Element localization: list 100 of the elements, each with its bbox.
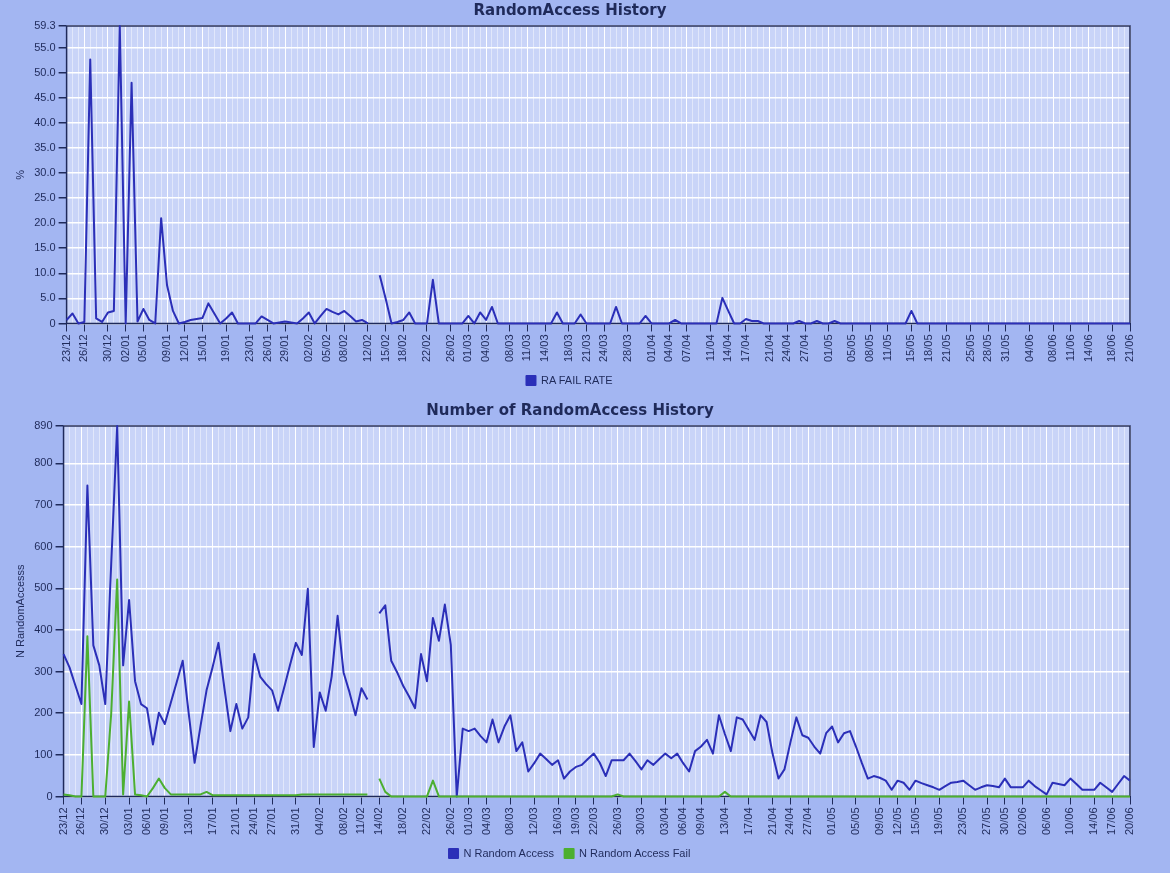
x-tick-label: 18/02 [396, 807, 409, 835]
y-tick-label: 890 [34, 419, 53, 432]
x-tick-label: 08/02 [337, 334, 350, 362]
x-tick-label: 03/01 [122, 807, 135, 835]
x-tick-label: 12/01 [177, 334, 190, 362]
x-tick-label: 14/02 [372, 807, 385, 835]
x-tick-label: 05/02 [319, 334, 332, 362]
x-tick-label: 21/01 [229, 807, 242, 835]
x-tick-label: 31/01 [288, 807, 301, 835]
x-tick-label: 05/05 [848, 807, 861, 835]
y-tick-label: 40.0 [34, 115, 56, 128]
x-tick-label: 14/04 [721, 334, 734, 362]
y-tick-label: 100 [34, 747, 53, 760]
x-tick-label: 30/03 [634, 807, 647, 835]
x-tick-label: 18/05 [922, 334, 935, 362]
x-tick-label: 18/02 [396, 334, 409, 362]
x-tick-label: 23/01 [242, 334, 255, 362]
x-tick-label: 01/03 [461, 334, 474, 362]
x-tick-label: 27/05 [980, 807, 993, 835]
x-tick-label: 19/01 [219, 334, 232, 362]
x-tick-label: 18/03 [561, 334, 574, 362]
x-tick-label: 09/01 [157, 807, 170, 835]
x-tick-label: 15/05 [904, 334, 917, 362]
x-tick-label: 05/05 [845, 334, 858, 362]
x-tick-label: 22/02 [420, 807, 433, 835]
y-tick-label: 600 [34, 539, 53, 552]
x-tick-label: 20/06 [1123, 807, 1136, 835]
x-tick-label: 30/05 [997, 807, 1010, 835]
x-tick-label: 15/05 [908, 807, 921, 835]
x-tick-label: 26/01 [260, 334, 273, 362]
legend-label: N Random Access Fail [579, 846, 691, 859]
chart-title: Number of RandomAccess History [426, 400, 714, 419]
x-tick-label: 23/12 [56, 807, 69, 835]
x-tick-label: 26/12 [77, 334, 90, 362]
x-tick-label: 06/01 [139, 807, 152, 835]
x-tick-label: 05/01 [136, 334, 149, 362]
x-tick-label: 04/03 [479, 807, 492, 835]
x-tick-label: 26/12 [74, 807, 87, 835]
x-tick-label: 17/01 [205, 807, 218, 835]
x-tick-label: 22/03 [586, 807, 599, 835]
y-tick-label: 55.0 [34, 40, 56, 53]
x-tick-label: 19/03 [568, 807, 581, 835]
x-tick-label: 24/04 [783, 807, 796, 835]
x-tick-label: 15/01 [195, 334, 208, 362]
x-tick-label: 27/04 [798, 334, 811, 362]
x-tick-label: 09/01 [160, 334, 173, 362]
y-tick-label: 59.3 [34, 19, 56, 32]
legend-label: RA FAIL RATE [540, 373, 613, 386]
x-tick-label: 27/04 [801, 807, 814, 835]
x-tick-label: 14/03 [538, 334, 551, 362]
x-tick-label: 29/01 [278, 334, 291, 362]
x-tick-label: 21/04 [765, 807, 778, 835]
x-tick-label: 08/03 [502, 334, 515, 362]
x-tick-label: 03/04 [658, 807, 671, 835]
x-tick-label: 21/03 [579, 334, 592, 362]
y-tick-label: 20.0 [34, 216, 56, 229]
x-tick-label: 28/03 [620, 334, 633, 362]
x-tick-label: 27/01 [265, 807, 278, 835]
y-tick-label: 10.0 [34, 266, 56, 279]
x-tick-label: 30/12 [98, 807, 111, 835]
x-tick-label: 12/02 [360, 334, 373, 362]
y-tick-label: 50.0 [34, 65, 56, 78]
x-tick-label: 04/03 [479, 334, 492, 362]
x-tick-label: 09/04 [694, 807, 707, 835]
x-tick-label: 08/05 [863, 334, 876, 362]
x-tick-label: 25/05 [963, 334, 976, 362]
y-tick-label: 25.0 [34, 191, 56, 204]
y-tick-label: 30.0 [34, 166, 56, 179]
x-tick-label: 01/03 [461, 807, 474, 835]
y-tick-label: 400 [34, 623, 53, 635]
x-tick-label: 21/05 [939, 334, 952, 362]
x-tick-label: 07/04 [679, 334, 692, 362]
x-tick-label: 11/02 [354, 807, 367, 835]
x-tick-label: 31/05 [998, 334, 1011, 362]
x-tick-label: 01/05 [825, 807, 838, 835]
x-tick-label: 13/04 [717, 807, 730, 835]
x-tick-label: 26/03 [610, 807, 623, 835]
x-tick-label: 12/03 [527, 807, 540, 835]
x-tick-label: 18/06 [1105, 334, 1118, 362]
x-tick-label: 08/06 [1046, 334, 1059, 362]
x-tick-label: 22/02 [420, 334, 433, 362]
y-tick-label: 200 [34, 706, 53, 719]
y-axis-title: N RandomAccesss [13, 563, 26, 659]
y-tick-label: 0 [46, 789, 53, 802]
x-tick-label: 21/04 [762, 334, 775, 362]
x-tick-label: 17/06 [1105, 807, 1118, 835]
x-tick-label: 08/03 [503, 807, 516, 835]
x-tick-label: 17/04 [741, 807, 754, 835]
y-axis-title: % [13, 169, 26, 180]
x-tick-label: 28/05 [981, 334, 994, 362]
x-tick-label: 13/01 [181, 807, 194, 835]
x-tick-label: 11/05 [880, 334, 893, 362]
y-tick-label: 500 [34, 581, 53, 594]
x-tick-label: 06/06 [1039, 807, 1052, 835]
x-tick-label: 26/02 [443, 807, 456, 835]
x-tick-label: 23/12 [59, 334, 72, 362]
y-tick-label: 800 [34, 456, 53, 469]
x-tick-label: 19/05 [932, 807, 945, 835]
x-tick-label: 04/02 [312, 807, 325, 835]
y-tick-label: 0 [49, 316, 56, 329]
